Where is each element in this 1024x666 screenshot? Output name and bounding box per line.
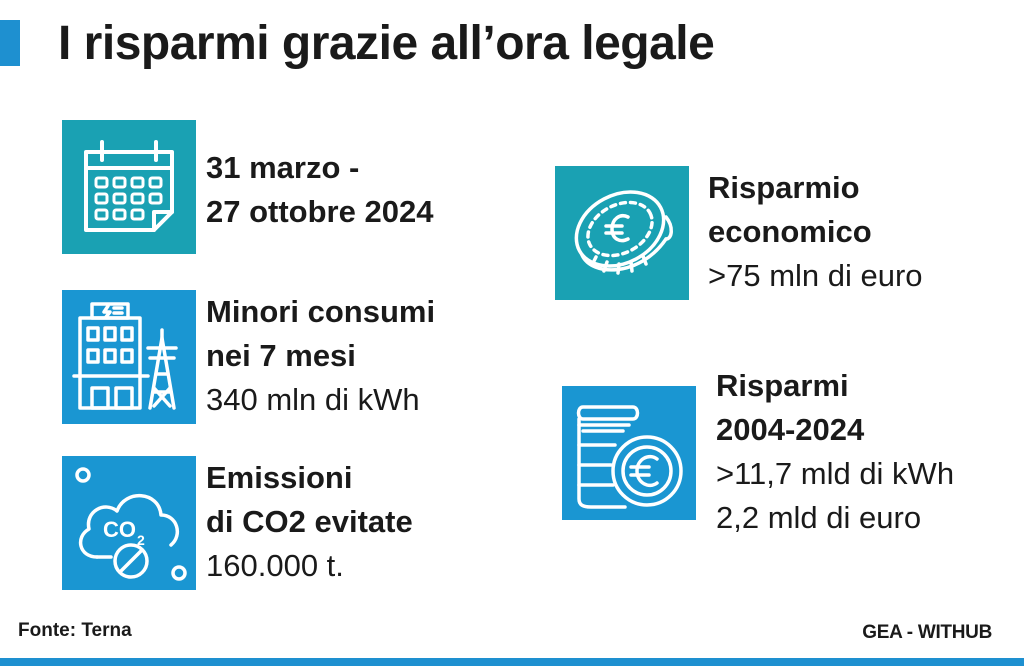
item-dates-line2: 27 ottobre 2024	[206, 194, 434, 229]
item-savings-total-line1: Risparmi	[716, 368, 849, 403]
item-consumption-text: Minori consumi nei 7 mesi 340 mln di kWh	[206, 290, 435, 422]
calendar-tile	[62, 120, 196, 254]
item-consumption-line2: nei 7 mesi	[206, 338, 356, 373]
item-emissions-text: Emissioni di CO2 evitate 160.000 t.	[206, 456, 413, 588]
source-label: Fonte: Terna	[18, 620, 132, 641]
co2-tile: CO 2	[62, 456, 196, 590]
svg-text:CO: CO	[103, 517, 136, 542]
title-accent-bar	[0, 20, 20, 66]
item-dates-text: 31 marzo - 27 ottobre 2024	[206, 146, 433, 234]
item-economic-line2: economico	[708, 214, 872, 249]
item-emissions-line2: di CO2 evitate	[206, 504, 413, 539]
credit-label: GEA - WITHUB	[862, 622, 992, 643]
item-emissions-value: 160.000 t.	[206, 548, 344, 583]
item-economic-line1: Risparmio	[708, 170, 860, 205]
building-power-icon	[72, 302, 178, 410]
item-economic-text: Risparmio economico >75 mln di euro	[708, 166, 923, 298]
item-savings-total-text: Risparmi 2004-2024 >11,7 mld di kWh 2,2 …	[716, 364, 954, 540]
page-title: I risparmi grazie all’ora legale	[58, 17, 715, 70]
item-savings-total-line2: 2004-2024	[716, 412, 865, 447]
euro-coin-icon	[574, 190, 673, 275]
svg-text:2: 2	[137, 532, 145, 548]
coin-stack-tile	[562, 386, 696, 520]
item-savings-total-value2: 2,2 mld di euro	[716, 500, 922, 535]
co2-cloud-icon: CO 2	[75, 467, 187, 581]
euro-coin-tile	[555, 166, 689, 300]
item-consumption-line1: Minori consumi	[206, 294, 436, 329]
calendar-icon	[84, 140, 174, 232]
item-dates-line1: 31 marzo -	[206, 150, 360, 185]
bottom-accent-bar	[0, 658, 1024, 666]
item-emissions-line1: Emissioni	[206, 460, 353, 495]
building-tile	[62, 290, 196, 424]
coin-stack-icon	[576, 405, 683, 509]
item-savings-total-value1: >11,7 mld di kWh	[716, 456, 955, 491]
item-economic-value: >75 mln di euro	[708, 258, 923, 293]
item-consumption-value: 340 mln di kWh	[206, 382, 420, 417]
